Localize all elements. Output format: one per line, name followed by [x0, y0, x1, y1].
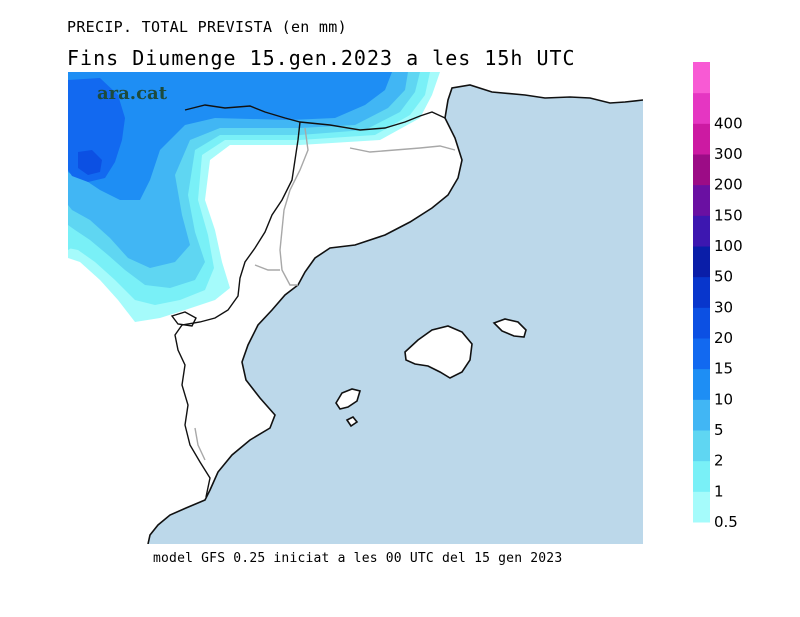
pyrenees-border [184, 104, 446, 131]
legend-swatch [693, 246, 710, 278]
island-formentera [345, 415, 359, 428]
legend-label: 10 [714, 390, 733, 408]
legend-swatch [693, 276, 710, 308]
island-ibiza [335, 388, 362, 410]
legend-swatch [693, 154, 710, 186]
legend-label: 0.5 [714, 513, 738, 531]
coastline [147, 84, 643, 544]
precip-band-20 [78, 150, 102, 175]
land-area [68, 72, 643, 103]
legend-label: 15 [714, 360, 733, 378]
legend-swatch [693, 460, 710, 492]
legend-label: 2 [714, 452, 724, 470]
legend-swatch [693, 491, 710, 523]
legend-label: 300 [714, 145, 743, 163]
legend-label: 150 [714, 206, 743, 224]
legend-swatch [693, 368, 710, 400]
legend-label: 200 [714, 176, 743, 194]
legend-label: 400 [714, 114, 743, 132]
legend-label: 50 [714, 268, 733, 286]
legend-label: 100 [714, 237, 743, 255]
legend-swatch [693, 399, 710, 431]
watermark-logo: ara.cat [97, 83, 168, 104]
map-title: PRECIP. TOTAL PREVISTA (en mm) [67, 18, 347, 36]
inland-border [174, 121, 301, 498]
legend-swatch [693, 62, 710, 94]
legend-label: 1 [714, 482, 724, 500]
andorra-outline [170, 311, 197, 327]
model-info: model GFS 0.25 iniciat a les 00 UTC del … [153, 551, 563, 566]
legend-swatch [693, 184, 710, 216]
island-menorca [492, 318, 527, 338]
legend-swatch [693, 215, 710, 247]
legend-swatch [693, 430, 710, 462]
precip-patch [68, 232, 76, 250]
island-mallorca [404, 325, 473, 379]
map-subtitle: Fins Diumenge 15.gen.2023 a les 15h UTC [67, 46, 576, 70]
legend-swatch [693, 338, 710, 370]
legend-label: 20 [714, 329, 733, 347]
precip-band-10 [68, 72, 392, 200]
legend-label: 30 [714, 298, 733, 316]
legend: 0.5 1 2 5 10 15 20 30 50 100 150 200 300 400 [693, 62, 743, 531]
legend-swatch [693, 307, 710, 339]
legend-label: 5 [714, 421, 724, 439]
legend-swatch [693, 123, 710, 155]
legend-swatch [693, 92, 710, 124]
regional-borders [194, 127, 456, 461]
